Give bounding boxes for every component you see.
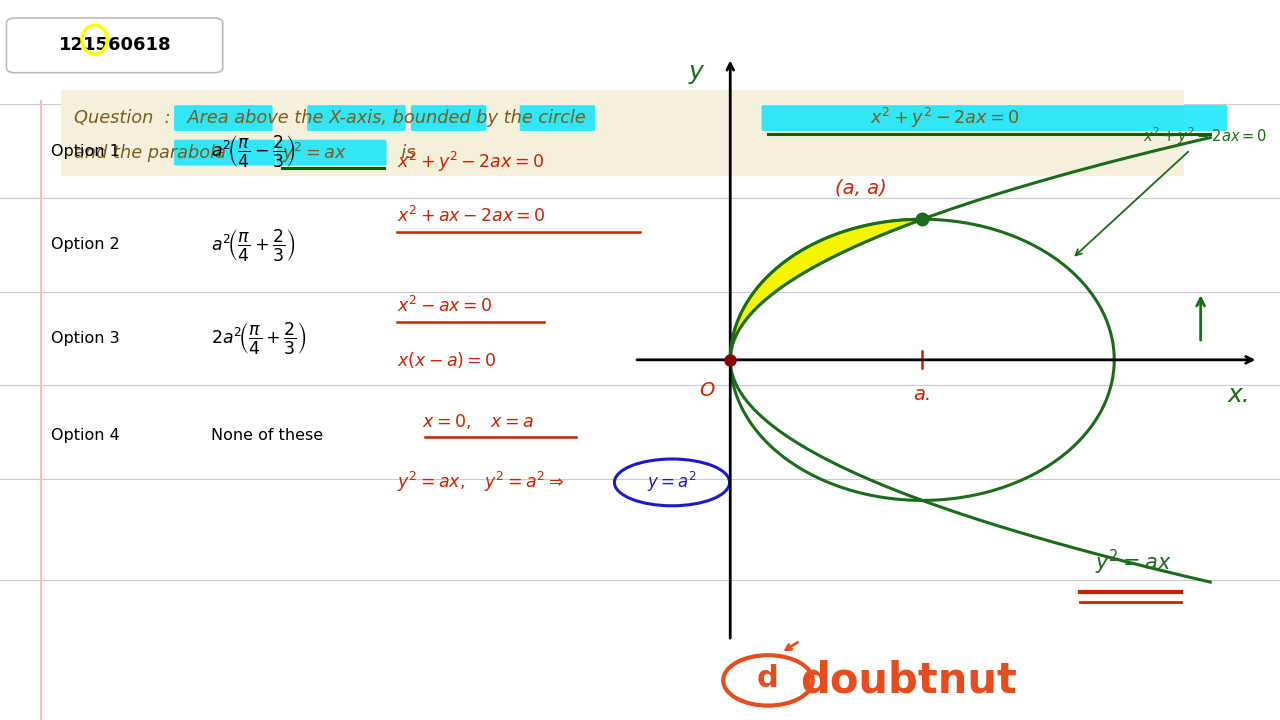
FancyBboxPatch shape: [762, 105, 1228, 131]
Text: Option 3: Option 3: [51, 331, 120, 346]
Text: x.: x.: [1228, 383, 1251, 407]
Text: a.: a.: [913, 385, 932, 405]
FancyBboxPatch shape: [307, 105, 406, 131]
Text: (a, a): (a, a): [835, 179, 887, 198]
FancyBboxPatch shape: [174, 105, 273, 131]
Text: Question  :   Area above the X-axis, bounded by the circle: Question : Area above the X-axis, bounde…: [74, 109, 598, 127]
Text: doubtnut: doubtnut: [800, 660, 1018, 701]
Text: $a^2\!\left(\dfrac{\pi}{4} + \dfrac{2}{3}\right)$: $a^2\!\left(\dfrac{\pi}{4} + \dfrac{2}{3…: [211, 227, 296, 263]
FancyBboxPatch shape: [61, 90, 1184, 176]
Text: $x=0,\quad x=a$: $x=0,\quad x=a$: [422, 412, 535, 431]
Text: Option 2: Option 2: [51, 238, 120, 252]
Text: $y^2 = ax$: $y^2 = ax$: [282, 140, 347, 165]
Text: None of these: None of these: [211, 428, 324, 443]
Text: $x^2 + y^2 - 2ax = 0$: $x^2 + y^2 - 2ax = 0$: [870, 106, 1020, 130]
Text: 121560618: 121560618: [59, 36, 172, 55]
Text: O: O: [699, 382, 716, 400]
FancyBboxPatch shape: [276, 140, 387, 166]
Text: $x^2+y^2-2ax=0$: $x^2+y^2-2ax=0$: [1075, 125, 1267, 256]
Text: d: d: [758, 664, 778, 693]
FancyBboxPatch shape: [174, 140, 275, 166]
Text: $x(x-a)=0$: $x(x-a)=0$: [397, 350, 497, 370]
Text: $y=a^2$: $y=a^2$: [646, 470, 698, 495]
Text: Option 4: Option 4: [51, 428, 120, 443]
Text: Option 1: Option 1: [51, 144, 120, 158]
Text: $a^2\!\left(\dfrac{\pi}{4} - \dfrac{2}{3}\right)$: $a^2\!\left(\dfrac{\pi}{4} - \dfrac{2}{3…: [211, 133, 296, 169]
FancyBboxPatch shape: [6, 18, 223, 73]
Text: is: is: [390, 143, 416, 161]
FancyBboxPatch shape: [411, 105, 486, 131]
Text: and the parabola: and the parabola: [74, 143, 237, 161]
Text: $x^2+ax - 2ax=0$: $x^2+ax - 2ax=0$: [397, 206, 545, 226]
Text: $2a^2\!\left(\dfrac{\pi}{4} + \dfrac{2}{3}\right)$: $2a^2\!\left(\dfrac{\pi}{4} + \dfrac{2}{…: [211, 320, 307, 356]
Text: y: y: [689, 60, 703, 84]
Text: $y^2=ax$: $y^2=ax$: [1096, 549, 1171, 577]
FancyBboxPatch shape: [520, 105, 595, 131]
Text: $y^2=ax,\quad y^2=a^2 \Rightarrow$: $y^2=ax,\quad y^2=a^2 \Rightarrow$: [397, 470, 564, 495]
Text: $x^2-ax=0$: $x^2-ax=0$: [397, 296, 492, 316]
Text: $x^2+y^2-2ax=0$: $x^2+y^2-2ax=0$: [397, 150, 544, 174]
